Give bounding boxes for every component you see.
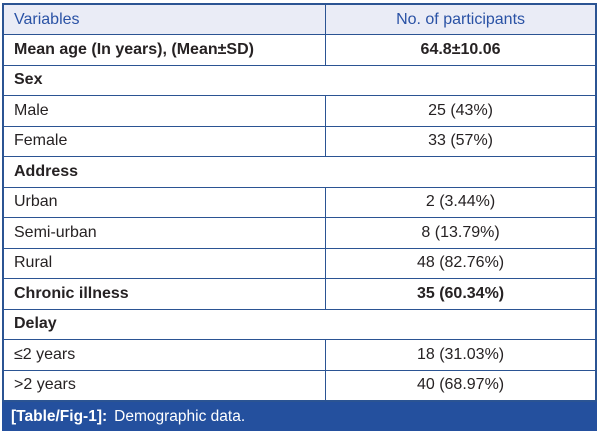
- row-value: 35 (60.34%): [325, 278, 597, 310]
- row-label: ≤2 years: [2, 339, 327, 371]
- table-row-gt-2-years: >2 years 40 (68.97%): [2, 369, 597, 401]
- table-row-chronic-illness: Chronic illness 35 (60.34%): [2, 278, 597, 310]
- row-label: >2 years: [2, 369, 327, 401]
- table-row-male: Male 25 (43%): [2, 95, 597, 127]
- row-label: Male: [2, 95, 327, 127]
- caption-bar: [Table/Fig-1]: Demographic data.: [2, 401, 597, 431]
- row-value: 25 (43%): [325, 95, 597, 127]
- table-row-rural: Rural 48 (82.76%): [2, 247, 597, 279]
- section-row-address: Address: [2, 156, 597, 188]
- row-label: Female: [2, 125, 327, 157]
- row-label: Rural: [2, 247, 327, 279]
- table-row-female: Female 33 (57%): [2, 125, 597, 157]
- demographic-table: Variables No. of participants Mean age (…: [2, 3, 597, 402]
- row-value: 2 (3.44%): [325, 186, 597, 218]
- row-value: 40 (68.97%): [325, 369, 597, 401]
- table-row-urban: Urban 2 (3.44%): [2, 186, 597, 218]
- header-cell-variables: Variables: [2, 3, 327, 35]
- section-row-delay: Delay: [2, 308, 597, 340]
- row-label: Semi-urban: [2, 217, 327, 249]
- header-cell-participants: No. of participants: [325, 3, 597, 35]
- caption-text: Demographic data.: [114, 407, 246, 425]
- section-label: Address: [2, 156, 597, 188]
- row-value: 64.8±10.06: [325, 34, 597, 66]
- section-row-sex: Sex: [2, 64, 597, 96]
- section-label: Delay: [2, 308, 597, 340]
- row-value: 8 (13.79%): [325, 217, 597, 249]
- header-row: Variables No. of participants: [2, 3, 597, 35]
- row-value: 18 (31.03%): [325, 339, 597, 371]
- row-value: 48 (82.76%): [325, 247, 597, 279]
- caption-tag: [Table/Fig-1]:: [11, 407, 108, 425]
- table-row-semi-urban: Semi-urban 8 (13.79%): [2, 217, 597, 249]
- section-label: Sex: [2, 64, 597, 96]
- row-label: Urban: [2, 186, 327, 218]
- row-label: Mean age (In years), (Mean±SD): [2, 34, 327, 66]
- row-label: Chronic illness: [2, 278, 327, 310]
- row-value: 33 (57%): [325, 125, 597, 157]
- table-row-le-2-years: ≤2 years 18 (31.03%): [2, 339, 597, 371]
- table-row-mean-age: Mean age (In years), (Mean±SD) 64.8±10.0…: [2, 34, 597, 66]
